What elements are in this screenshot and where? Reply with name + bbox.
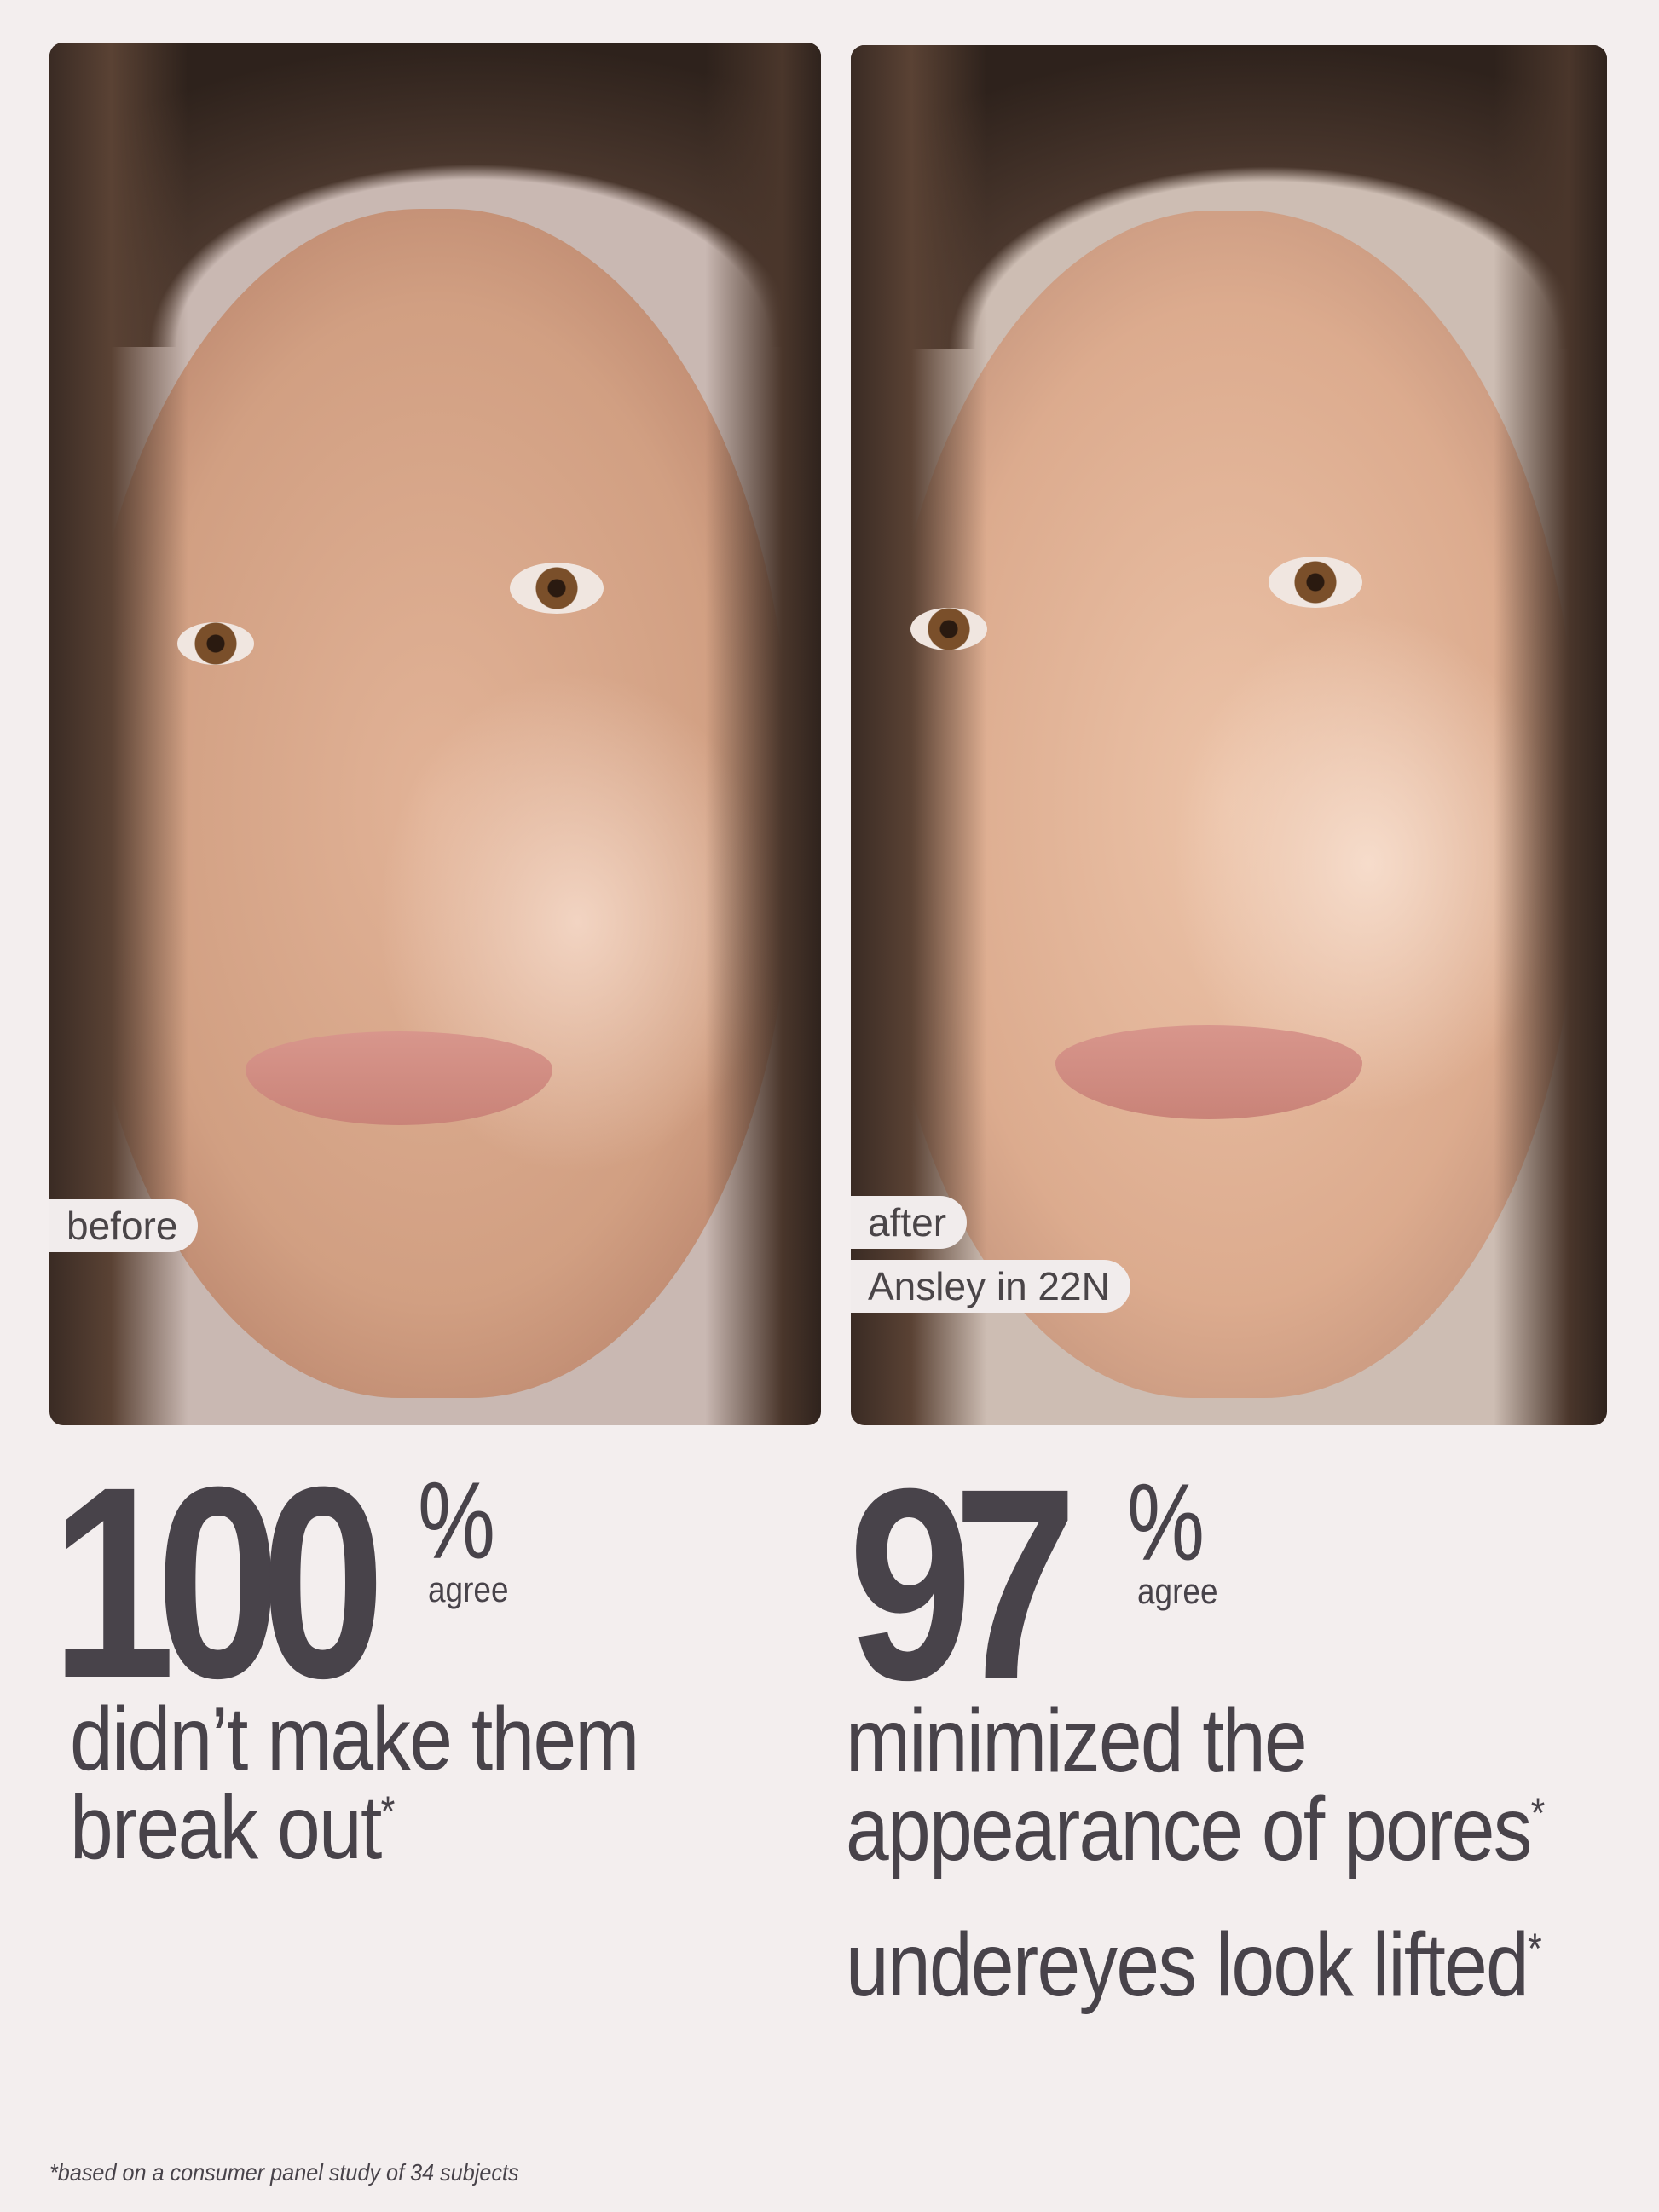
claim-text: didn’t make them (70, 1694, 639, 1784)
hair-sides (49, 43, 821, 1425)
claim-line: undereyes look lifted (846, 1915, 1529, 2015)
claim-text: appearance of pores* (846, 1784, 1546, 1874)
before-label: before (49, 1199, 199, 1252)
asterisk: * (380, 1788, 396, 1835)
footnote: *based on a consumer panel study of 34 s… (49, 2159, 519, 2186)
claim-line: didn’t make them (70, 1689, 639, 1789)
eye (510, 563, 604, 614)
asterisk: * (1528, 1925, 1542, 1972)
percent-sign: % (1127, 1462, 1205, 1584)
claim-text: break out* (70, 1782, 396, 1873)
agree-caption: agree (1137, 1571, 1218, 1611)
claim-text: minimized the (846, 1695, 1308, 1786)
claim-line: minimized the (846, 1690, 1308, 1791)
percent-sign: % (418, 1460, 496, 1582)
eye (910, 608, 987, 650)
stat-value: 100 (51, 1429, 385, 1735)
asterisk: * (1530, 1789, 1546, 1837)
after-label: after (851, 1196, 968, 1249)
hair-sides (851, 45, 1607, 1425)
claim-text: undereyes look lifted* (846, 1920, 1542, 2010)
before-photo: before (49, 43, 821, 1425)
eye (177, 622, 254, 665)
agree-caption: agree (428, 1569, 509, 1609)
claim-line: appearance of pores (846, 1779, 1532, 1880)
lips (246, 1031, 552, 1125)
stat-value: 97 (848, 1431, 1078, 1736)
after-photo: after Ansley in 22N (851, 45, 1607, 1425)
lips (1055, 1025, 1362, 1119)
model-shade-label: Ansley in 22N (851, 1260, 1130, 1313)
eye (1269, 557, 1362, 608)
claim-line: break out (70, 1777, 382, 1878)
